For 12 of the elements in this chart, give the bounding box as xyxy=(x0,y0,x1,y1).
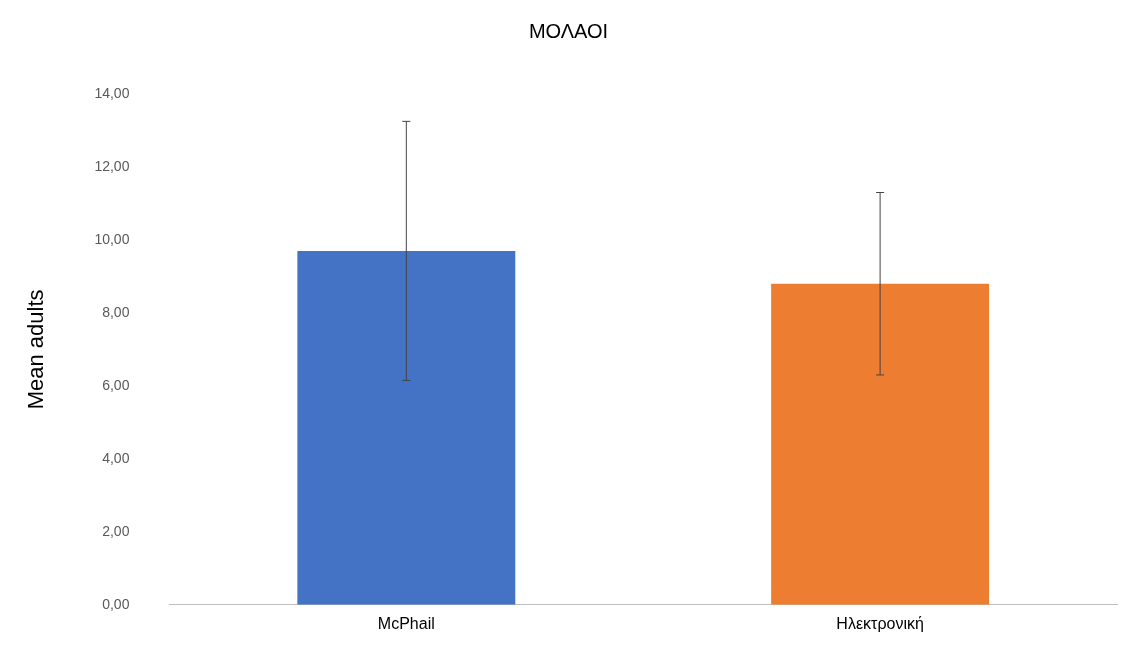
y-tick-label: 2,00 xyxy=(102,522,130,539)
y-tick-label: 10,00 xyxy=(94,230,130,247)
y-tick-label: 6,00 xyxy=(102,376,130,393)
chart-title: ΜΟΛΑΟΙ xyxy=(528,19,609,42)
y-tick-label: 14,00 xyxy=(94,84,130,101)
x-tick-label: Ηλεκτρονική xyxy=(836,614,924,632)
y-tick-label: 0,00 xyxy=(102,595,130,612)
y-axis-title: Mean adults xyxy=(23,289,49,410)
y-tick-label: 4,00 xyxy=(102,449,130,466)
y-tick-label: 8,00 xyxy=(102,303,130,320)
y-tick-label: 12,00 xyxy=(94,157,130,174)
x-tick-label: McPhail xyxy=(377,614,435,632)
